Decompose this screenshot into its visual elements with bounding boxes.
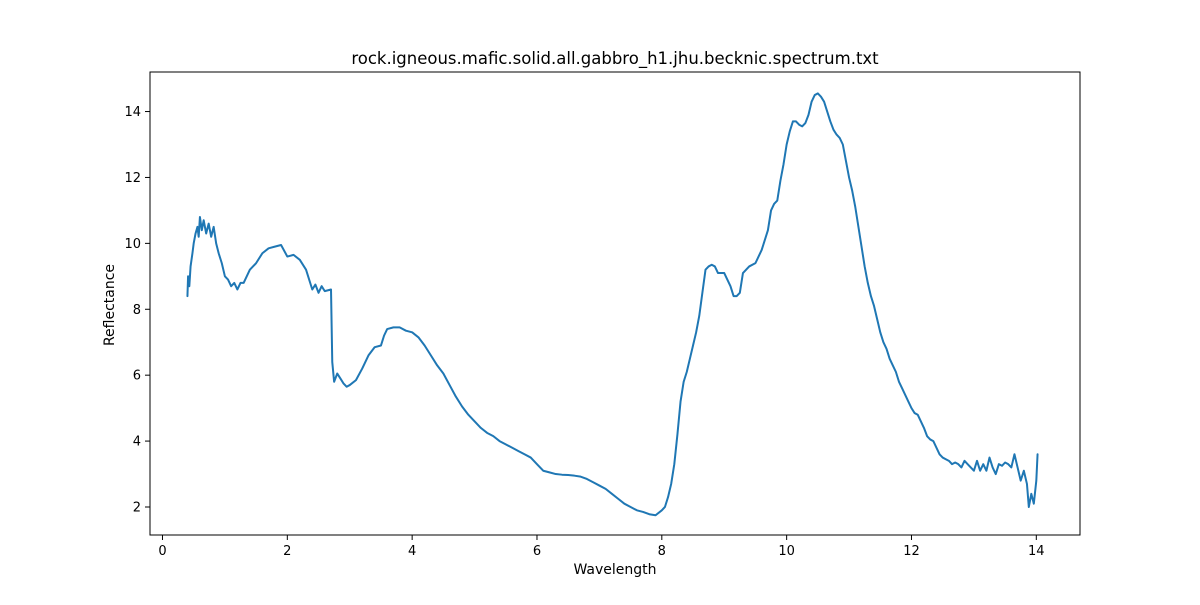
x-tick-label: 2 [283,544,291,559]
plot-area [186,92,1039,517]
x-tick-label: 4 [408,544,416,559]
x-tick-label: 14 [1028,544,1045,559]
y-tick-label: 14 [124,105,141,120]
x-axis: 0 2 4 6 8 10 12 14 [158,535,1045,559]
x-tick-label: 6 [533,544,541,559]
y-tick-label: 12 [124,171,141,186]
x-axis-label: Wavelength [573,562,656,578]
plot-frame [149,71,1081,536]
y-axis-label: Reflectance [102,264,118,346]
y-tick-label: 10 [124,237,141,252]
x-tick-label: 8 [658,544,666,559]
spectrum-line [186,92,1039,517]
y-tick-label: 2 [133,500,141,515]
y-axis: 2 4 6 8 10 12 14 [124,105,150,515]
chart-title: rock.igneous.mafic.solid.all.gabbro_h1.j… [351,49,879,69]
x-tick-label: 12 [903,544,920,559]
x-tick-label: 10 [778,544,795,559]
x-tick-label: 0 [158,544,166,559]
y-tick-label: 4 [133,435,141,450]
y-tick-label: 6 [133,369,141,384]
y-tick-label: 8 [133,303,141,318]
